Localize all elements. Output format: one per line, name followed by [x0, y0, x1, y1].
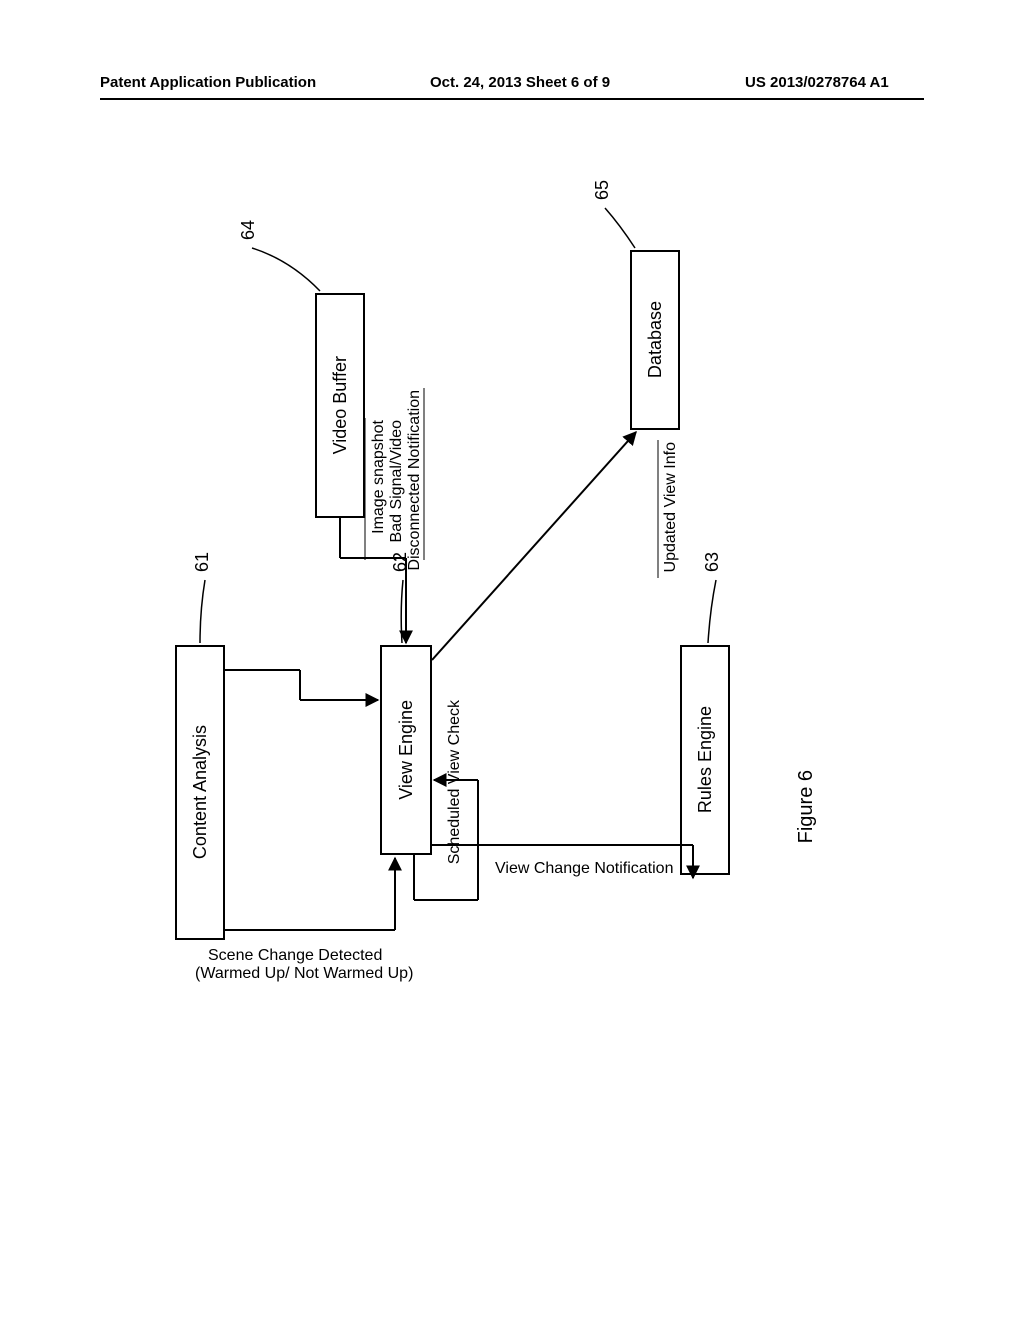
ref-64-text: 64: [238, 220, 259, 240]
label-bad-signal: Bad Signal/Video: [388, 420, 406, 547]
header-rule: [100, 98, 924, 100]
ref-63: 63: [702, 552, 723, 577]
header-center: Oct. 24, 2013 Sheet 6 of 9: [430, 74, 610, 91]
diagram-arrows: [0, 0, 1024, 1320]
box-rules-engine-label: Rules Engine: [695, 706, 716, 813]
label-disconnected-text: Disconnected Notification: [406, 390, 424, 571]
page: Patent Application Publication Oct. 24, …: [0, 0, 1024, 1320]
label-scheduled-text: Scheduled View Check: [446, 700, 464, 864]
ref-61: 61: [192, 552, 213, 577]
label-img-snapshot: Image snapshot: [370, 420, 388, 539]
ref-61-text: 61: [192, 552, 213, 572]
box-content-analysis-label: Content Analysis: [190, 725, 211, 859]
box-database: Database: [630, 250, 680, 430]
box-video-buffer-label: Video Buffer: [330, 356, 351, 454]
label-scene-change-2: (Warmed Up/ Not Warmed Up): [195, 965, 413, 983]
figure-label-text: Figure 6: [795, 770, 818, 843]
label-updated-view: Updated View Info: [662, 442, 680, 577]
box-rules-engine: Rules Engine: [680, 645, 730, 875]
box-video-buffer: Video Buffer: [315, 293, 365, 518]
label-scene-change-1: Scene Change Detected: [208, 947, 382, 965]
label-bad-signal-text: Bad Signal/Video: [388, 420, 406, 542]
box-database-label: Database: [645, 301, 666, 378]
header-left: Patent Application Publication: [100, 74, 316, 91]
ref-63-text: 63: [702, 552, 723, 572]
ref-64: 64: [238, 220, 259, 245]
label-view-change: View Change Notification: [495, 860, 673, 878]
label-scheduled: Scheduled View Check: [446, 700, 464, 869]
box-view-engine-label: View Engine: [396, 700, 417, 800]
box-view-engine: View Engine: [380, 645, 432, 855]
label-disconnected: Disconnected Notification: [406, 390, 424, 576]
ref-65-text: 65: [592, 180, 613, 200]
ref-65: 65: [592, 180, 613, 205]
label-updated-view-text: Updated View Info: [662, 442, 680, 572]
figure-label: Figure 6: [795, 770, 818, 849]
box-content-analysis: Content Analysis: [175, 645, 225, 940]
header-right: US 2013/0278764 A1: [745, 74, 889, 91]
label-img-snapshot-text: Image snapshot: [370, 420, 388, 534]
